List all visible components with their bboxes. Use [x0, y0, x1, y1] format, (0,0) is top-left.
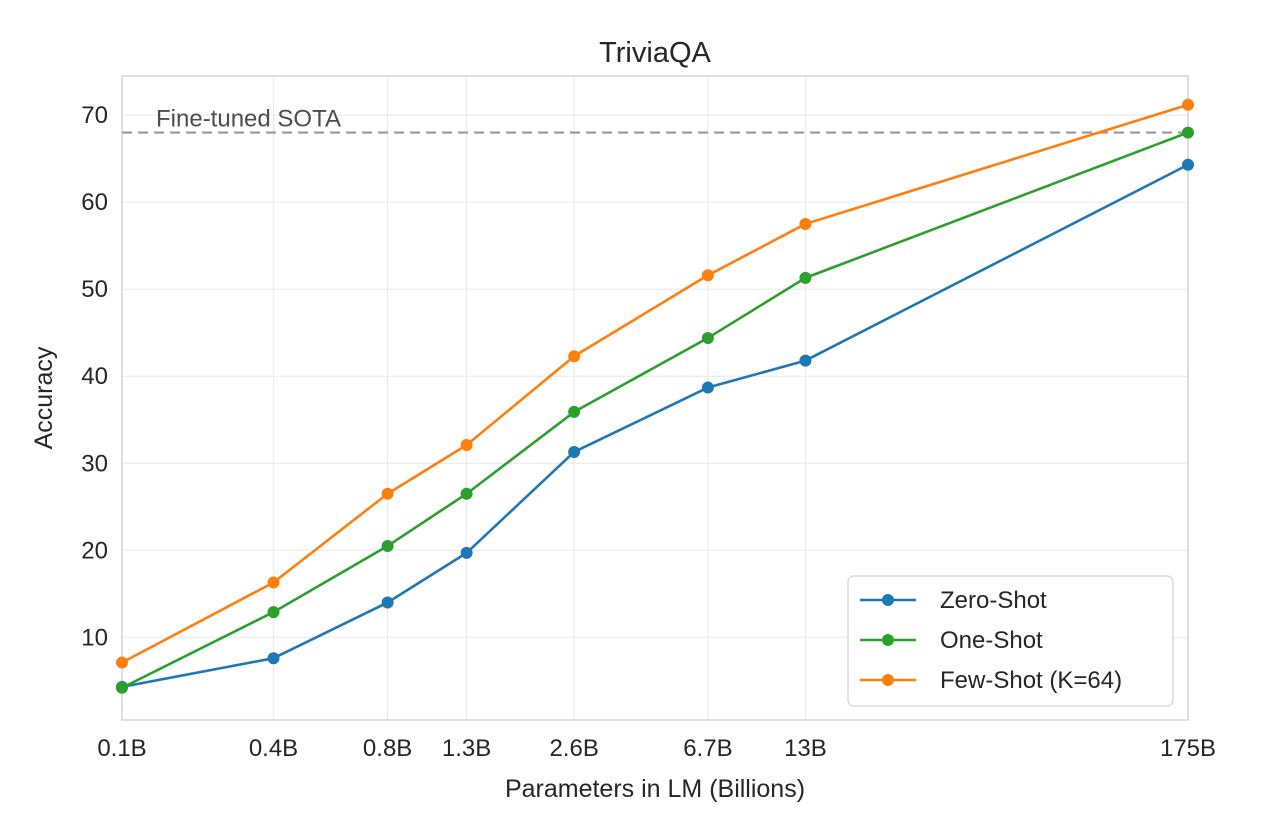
data-point-zero-shot-3	[460, 546, 473, 559]
legend-label-one-shot: One-Shot	[940, 627, 1043, 654]
series-line-one-shot	[121, 131, 1189, 689]
data-point-zero-shot-2	[381, 596, 394, 609]
data-point-one-shot-3	[460, 487, 473, 500]
axis-ticks: 10 20 30 40 50 60 70 0.1B 0.4B 0.8B 1.3B 2.6B 6.7B 13…	[81, 102, 1216, 762]
legend-marker-one-shot	[882, 634, 894, 646]
reference-line-group: Fine-tuned SOTA	[122, 106, 1188, 134]
y-tick-label-5: 60	[81, 189, 108, 216]
y-axis-label: Accuracy	[30, 346, 58, 449]
x-tick-label-7: 175B	[1160, 735, 1216, 762]
data-point-one-shot-0	[116, 681, 128, 694]
data-point-few-shot-k-64-6	[799, 217, 812, 230]
legend-label-few-shot-k-64: Few-Shot (K=64)	[940, 667, 1122, 694]
x-tick-label-0: 0.1B	[97, 735, 146, 762]
series-one-shot	[116, 126, 1194, 694]
data-point-one-shot-4	[568, 405, 581, 418]
series-line-zero-shot	[121, 163, 1189, 689]
x-tick-label-3: 1.3B	[442, 735, 491, 762]
data-point-one-shot-7	[1182, 126, 1194, 139]
series-few-shot-k-64	[116, 98, 1194, 669]
data-point-few-shot-k-64-7	[1182, 98, 1194, 111]
series-group	[116, 98, 1194, 694]
chart-title: TriviaQA	[599, 37, 711, 69]
data-point-one-shot-1	[267, 606, 280, 619]
x-tick-label-4: 2.6B	[549, 735, 598, 762]
plot-frame	[121, 75, 1189, 721]
data-point-few-shot-k-64-5	[701, 269, 714, 282]
data-point-zero-shot-7	[1182, 158, 1194, 171]
data-point-few-shot-k-64-3	[460, 438, 473, 451]
data-point-few-shot-k-64-4	[568, 350, 581, 363]
y-tick-label-2: 30	[81, 450, 108, 477]
x-axis-label: Parameters in LM (Billions)	[505, 775, 805, 803]
data-point-zero-shot-1	[267, 652, 280, 665]
legend: Zero-Shot One-Shot Few-Shot (K=64)	[847, 575, 1174, 707]
data-point-zero-shot-6	[799, 354, 812, 367]
x-tick-label-1: 0.4B	[249, 735, 298, 762]
x-tick-label-2: 0.8B	[363, 735, 412, 762]
data-point-few-shot-k-64-2	[381, 487, 394, 500]
series-line-few-shot-k-64	[121, 103, 1189, 664]
legend-marker-zero-shot	[882, 594, 894, 606]
legend-label-zero-shot: Zero-Shot	[940, 587, 1047, 614]
data-point-zero-shot-4	[568, 445, 581, 458]
data-point-one-shot-5	[701, 331, 714, 344]
data-point-few-shot-k-64-1	[267, 576, 280, 589]
y-tick-label-4: 50	[81, 276, 108, 303]
y-tick-label-1: 20	[81, 537, 108, 564]
data-point-few-shot-k-64-0	[116, 656, 128, 669]
fine-tuned-sota-label: Fine-tuned SOTA	[156, 106, 341, 133]
y-tick-label-0: 10	[81, 624, 108, 651]
x-tick-label-6: 13B	[784, 735, 827, 762]
data-point-one-shot-6	[799, 271, 812, 284]
legend-marker-few-shot-k-64	[882, 674, 894, 686]
x-tick-label-5: 6.7B	[683, 735, 732, 762]
data-point-one-shot-2	[381, 539, 394, 552]
legend-box	[847, 575, 1174, 707]
y-tick-label-3: 40	[81, 363, 108, 390]
y-tick-label-6: 70	[81, 102, 108, 129]
data-point-zero-shot-5	[701, 381, 714, 394]
